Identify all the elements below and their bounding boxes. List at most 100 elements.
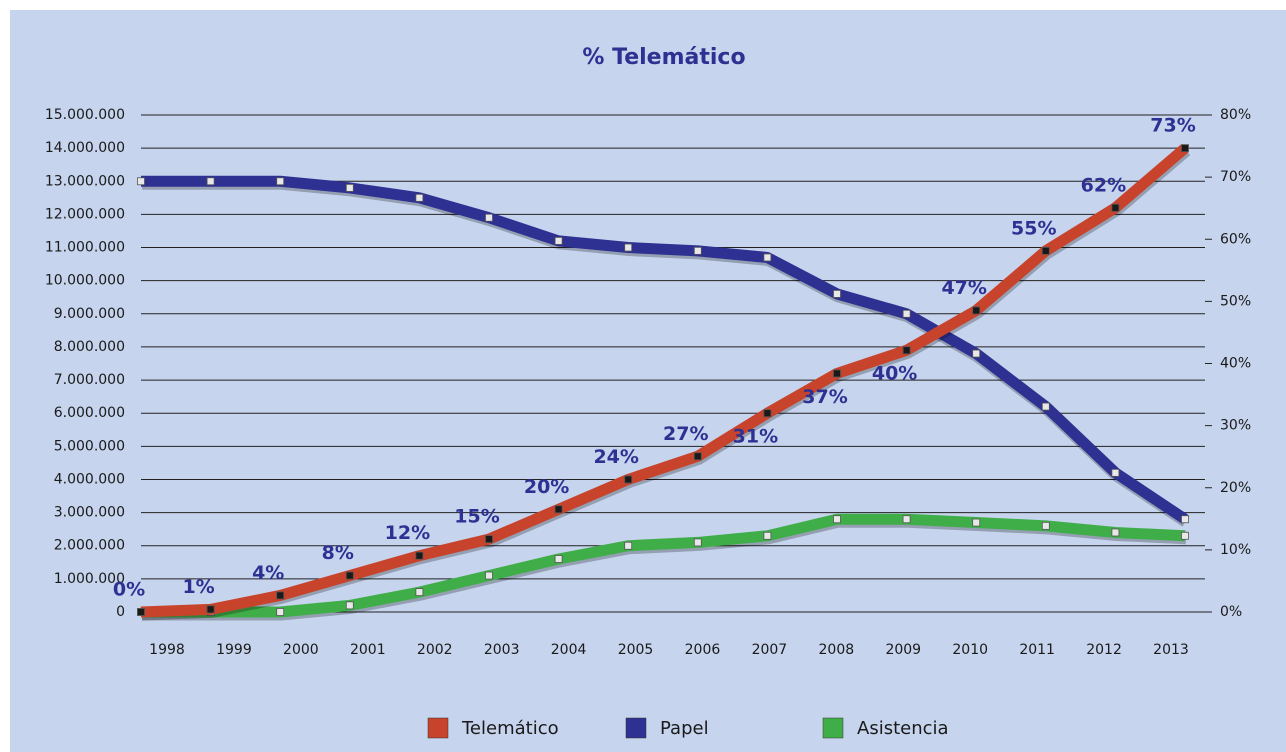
y2-tick-label: 40%: [1220, 356, 1251, 372]
y-tick-label: 4.000.000: [54, 471, 125, 487]
marker: [415, 588, 424, 597]
marker: [1181, 531, 1189, 540]
marker: [137, 608, 145, 616]
y-tick-label: 15.000.000: [45, 107, 125, 123]
series-line: [140, 143, 1189, 618]
marker: [485, 571, 493, 580]
marker: [693, 538, 702, 547]
y2-tick-label: 70%: [1220, 169, 1251, 185]
y2-tick-label: 20%: [1220, 480, 1251, 496]
data-label: 27%: [663, 423, 708, 445]
marker: [276, 177, 285, 186]
marker: [902, 346, 911, 355]
y2-tick-label: 80%: [1220, 107, 1251, 123]
data-label: 0%: [113, 579, 145, 601]
x-tick-label: 2009: [885, 642, 921, 658]
marker: [902, 309, 911, 318]
marker: [763, 409, 772, 418]
x-tick-label: 2000: [283, 642, 319, 658]
y-tick-label: 3.000.000: [54, 505, 125, 521]
marker: [345, 183, 354, 192]
marker: [485, 535, 493, 544]
x-tick-label: 2011: [1019, 642, 1055, 658]
legend-label: Asistencia: [857, 718, 949, 739]
y2-tick-label: 0%: [1220, 604, 1242, 620]
marker: [1181, 144, 1189, 153]
legend-swatch: [822, 717, 844, 739]
marker: [693, 246, 702, 255]
x-tick-label: 2010: [952, 642, 988, 658]
x-tick-label: 2004: [551, 642, 587, 658]
background: [10, 10, 1286, 752]
marker: [902, 515, 911, 524]
marker: [1181, 515, 1189, 524]
marker: [624, 541, 633, 550]
marker: [1111, 203, 1120, 212]
y-tick-label: 7.000.000: [54, 372, 125, 388]
data-label: 55%: [1011, 217, 1056, 239]
marker: [485, 213, 493, 222]
chart-title: % Telemático: [582, 45, 745, 70]
marker: [624, 475, 633, 484]
y-tick-label: 14.000.000: [45, 140, 125, 156]
data-label: 24%: [593, 446, 638, 468]
x-tick-label: 1999: [216, 642, 252, 658]
data-label: 73%: [1150, 115, 1195, 137]
legend-item: Asistencia: [822, 717, 949, 739]
legend-label: Papel: [660, 718, 709, 739]
x-tick-label: 2008: [819, 642, 855, 658]
legend-item: Telemático: [427, 717, 559, 739]
marker: [972, 518, 981, 527]
y2-tick-label: 60%: [1220, 231, 1251, 247]
x-tick-label: 2013: [1153, 642, 1189, 658]
legend-item: Papel: [625, 717, 709, 739]
y2-tick-label: 50%: [1220, 293, 1251, 309]
marker: [276, 608, 285, 616]
marker: [206, 177, 215, 186]
marker: [693, 452, 702, 461]
y-tick-label: 2.000.000: [54, 538, 125, 554]
marker: [972, 306, 981, 315]
x-tick-label: 2005: [618, 642, 654, 658]
marker: [833, 515, 841, 524]
x-tick-label: 2007: [752, 642, 788, 658]
marker: [276, 591, 285, 600]
data-label: 20%: [524, 476, 569, 498]
y-tick-label: 5.000.000: [54, 438, 125, 454]
marker: [554, 555, 563, 563]
data-label: 31%: [733, 426, 778, 448]
x-tick-label: 1998: [149, 642, 185, 658]
data-label: 15%: [454, 506, 499, 528]
x-tick-label: 2002: [417, 642, 453, 658]
y2-tick-label: 10%: [1220, 542, 1251, 558]
marker: [345, 571, 354, 580]
y-tick-label: 0: [116, 604, 125, 620]
legend-swatch: [427, 717, 449, 739]
y-tick-label: 1.000.000: [54, 571, 125, 587]
data-label: 62%: [1081, 174, 1126, 196]
x-tick-label: 2001: [350, 642, 386, 658]
data-label: 40%: [872, 363, 917, 385]
y-tick-label: 12.000.000: [45, 206, 125, 222]
marker: [972, 349, 981, 358]
legend-swatch: [625, 717, 647, 739]
series-line: [141, 175, 1189, 524]
x-tick-label: 2012: [1086, 642, 1122, 658]
marker: [206, 605, 215, 614]
marker: [554, 505, 563, 514]
marker: [763, 531, 772, 540]
data-label: 12%: [385, 522, 430, 544]
data-label: 37%: [802, 386, 847, 408]
y-tick-label: 8.000.000: [54, 339, 125, 355]
series-line: [141, 513, 1186, 618]
marker: [833, 369, 841, 378]
marker: [137, 177, 145, 186]
marker: [1111, 528, 1120, 537]
data-label: 47%: [941, 277, 986, 299]
data-label: 8%: [322, 542, 354, 564]
marker: [624, 243, 633, 252]
x-tick-label: 2006: [685, 642, 721, 658]
marker: [415, 551, 424, 560]
data-label: 1%: [182, 576, 214, 598]
